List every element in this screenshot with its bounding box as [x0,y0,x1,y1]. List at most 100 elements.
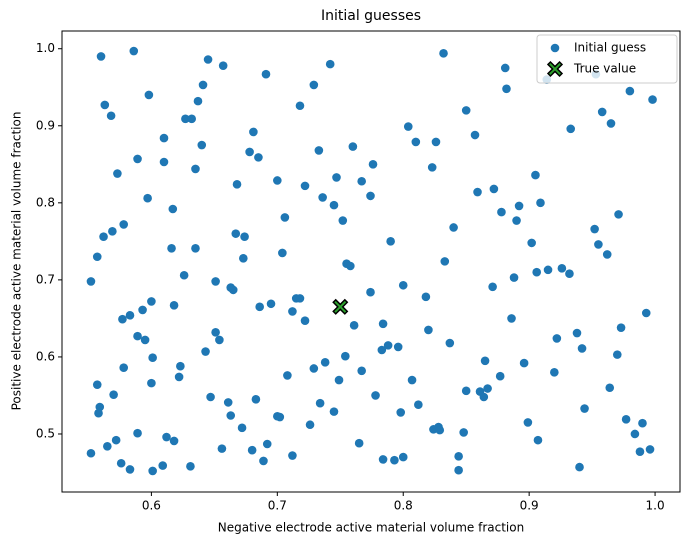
series [86,46,657,476]
point [94,408,103,418]
point [383,341,393,350]
point [366,191,375,201]
point [92,380,102,389]
point [398,280,408,290]
point [645,445,655,454]
point [612,350,622,359]
point [497,207,506,217]
point [218,61,228,70]
point [449,223,458,232]
point [532,267,542,277]
series [332,298,349,315]
point [116,458,126,468]
plot-frame [61,30,681,493]
point [288,307,297,316]
point [133,428,142,438]
point [575,462,584,472]
point [514,201,524,211]
point [211,277,220,286]
point [523,418,533,427]
point [439,49,448,58]
chart-title: Initial guesses [321,8,421,24]
point [309,364,319,373]
point [300,181,310,191]
point [201,347,210,356]
point [625,86,635,96]
point [315,398,325,408]
point [480,356,490,366]
point [488,282,497,292]
y-tick-label: 0.6 [36,349,55,363]
point [247,445,257,455]
point [283,371,292,380]
point [536,198,545,208]
point [411,137,421,147]
point [266,299,276,309]
point [249,127,258,137]
point [181,114,190,124]
point [580,404,589,413]
point [378,319,388,329]
point [92,252,102,262]
point [489,184,499,194]
point [118,314,127,324]
point [168,204,178,214]
point [557,264,567,273]
point [349,321,359,330]
point [329,407,339,416]
point [473,187,482,197]
point [295,101,305,111]
point [527,238,536,248]
point [198,80,208,90]
point [332,173,341,182]
point [566,124,576,134]
point [377,345,387,355]
point [162,432,171,442]
point [237,423,247,433]
x-tick-label: 0.8 [394,499,413,513]
point [635,447,645,457]
point [262,439,272,449]
point [309,80,319,90]
point [169,301,179,310]
point [614,210,623,219]
point [479,392,489,402]
point [167,243,176,253]
x-axis-label: Negative electrode active material volum… [218,521,524,535]
point [398,452,408,462]
point [320,358,330,367]
point [461,386,471,396]
point [193,96,203,106]
point [305,420,315,430]
y-tick-label: 0.7 [36,272,55,286]
point [602,250,612,259]
point [459,428,468,437]
point [597,107,607,117]
point [148,353,157,362]
point [621,415,631,424]
point [133,154,142,164]
point [159,157,169,167]
point [445,338,455,348]
point [125,311,135,320]
x-tick-label: 0.7 [268,499,287,513]
point [255,302,264,312]
point [519,358,529,368]
point [86,277,96,286]
point [109,390,118,399]
point [226,283,236,292]
point [507,314,516,323]
point [138,305,147,315]
point [378,455,388,464]
point [239,254,248,263]
point [565,269,574,279]
point [346,261,355,271]
point [338,216,348,225]
y-tick-label: 1.0 [36,41,55,55]
point [280,213,290,222]
point [288,451,297,460]
point [108,227,117,236]
x-tick-label: 1.0 [646,499,665,513]
point [606,119,616,128]
